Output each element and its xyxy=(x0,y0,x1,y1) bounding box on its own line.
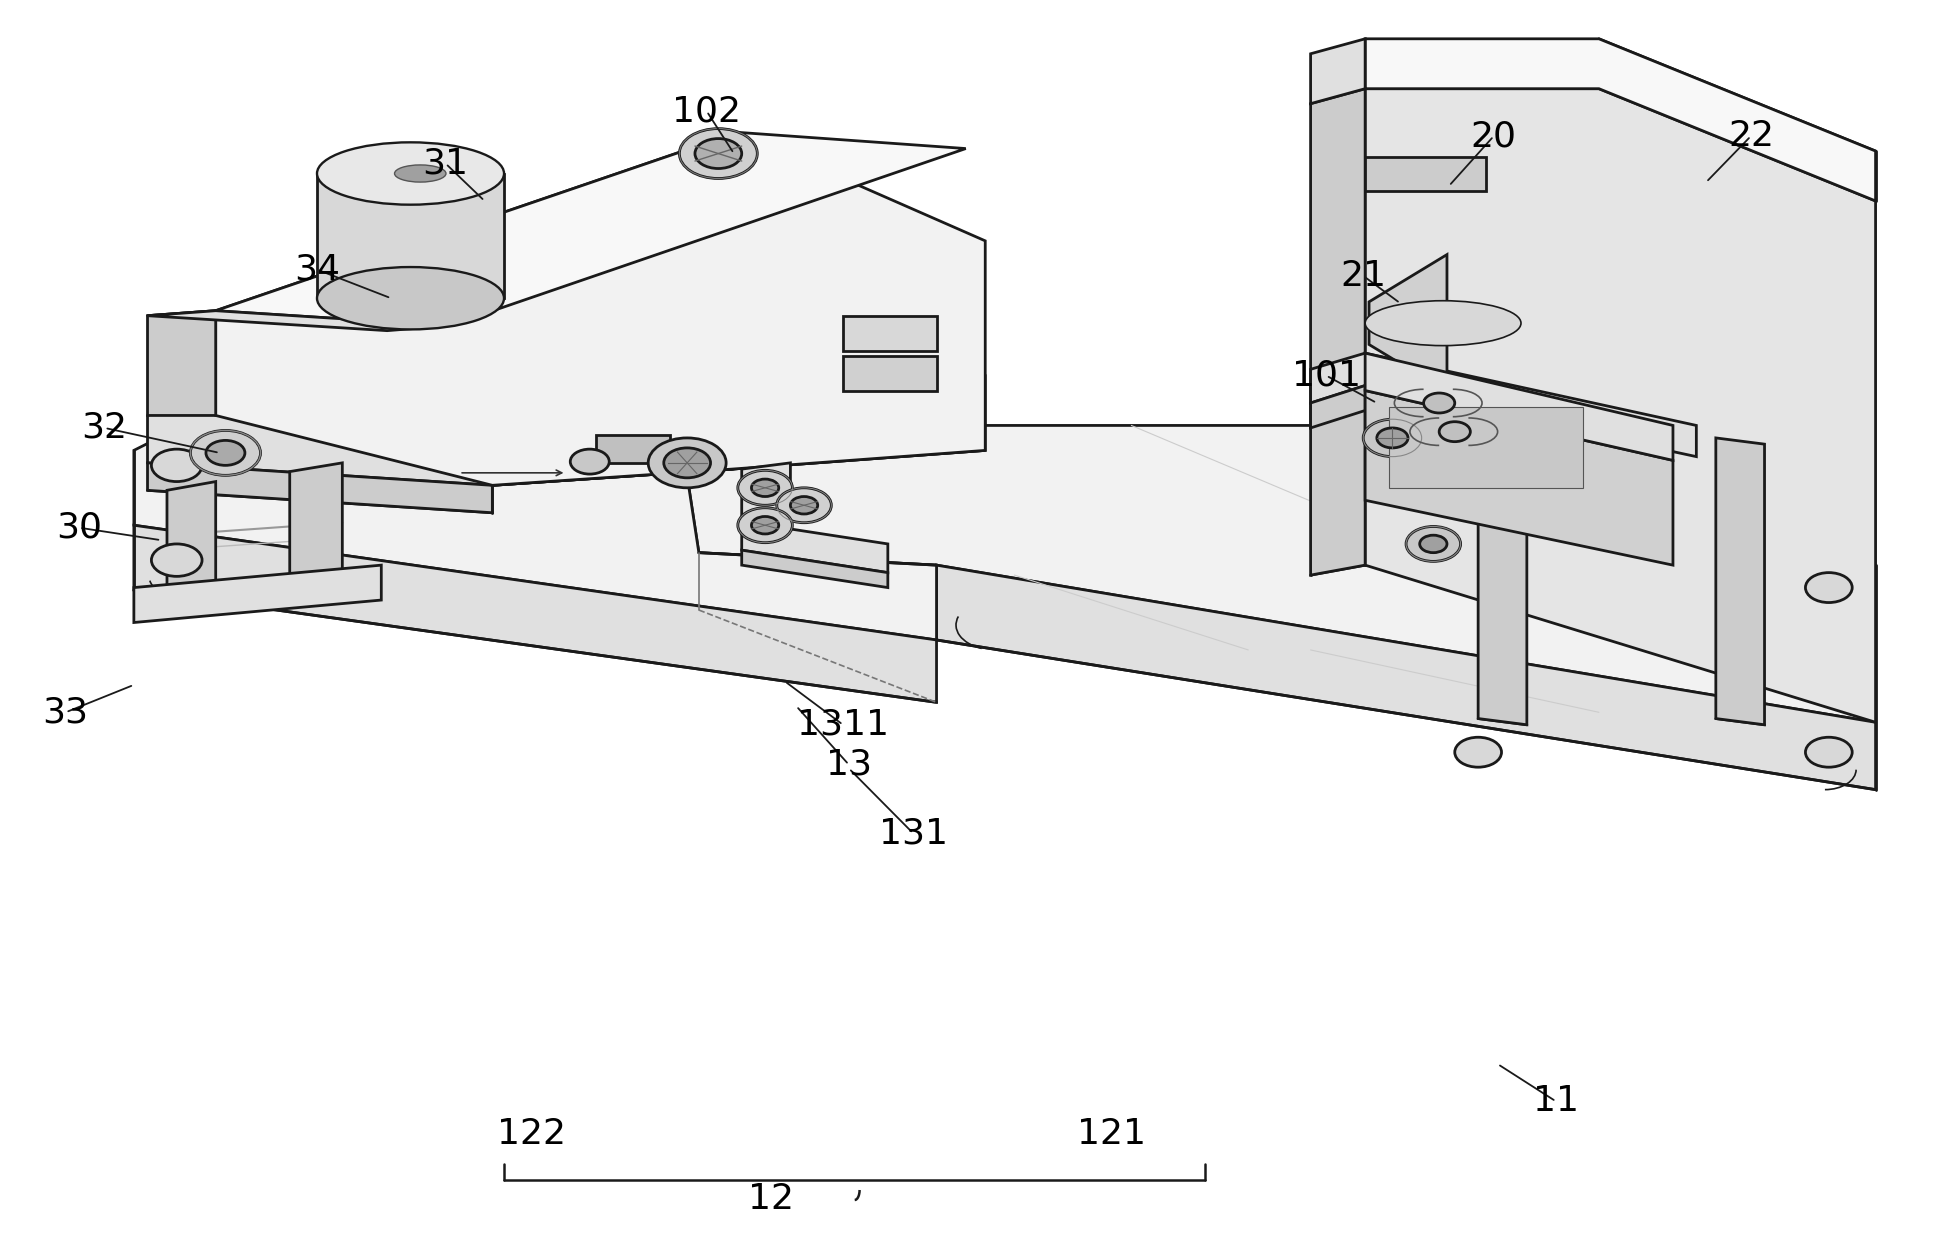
Polygon shape xyxy=(1311,352,1695,456)
Polygon shape xyxy=(741,462,790,521)
Polygon shape xyxy=(741,550,888,588)
Text: 101: 101 xyxy=(1292,359,1360,392)
Circle shape xyxy=(776,488,831,522)
Text: 34: 34 xyxy=(295,253,339,286)
Polygon shape xyxy=(492,329,985,469)
Polygon shape xyxy=(148,311,217,415)
Polygon shape xyxy=(1311,39,1366,104)
Polygon shape xyxy=(168,481,217,600)
Ellipse shape xyxy=(394,165,447,182)
Polygon shape xyxy=(1366,352,1672,460)
Polygon shape xyxy=(1311,385,1366,428)
Circle shape xyxy=(695,139,741,169)
Polygon shape xyxy=(1366,89,1875,722)
Circle shape xyxy=(1424,392,1455,412)
Bar xyxy=(595,435,669,462)
Text: 121: 121 xyxy=(1077,1116,1147,1151)
Polygon shape xyxy=(148,316,732,485)
Text: 21: 21 xyxy=(1340,259,1387,292)
Circle shape xyxy=(737,508,792,542)
Circle shape xyxy=(1420,535,1448,552)
Polygon shape xyxy=(148,462,492,512)
Polygon shape xyxy=(316,174,503,299)
Polygon shape xyxy=(1366,158,1487,191)
Text: 102: 102 xyxy=(673,94,741,129)
Text: 131: 131 xyxy=(878,816,948,850)
Circle shape xyxy=(1805,572,1851,602)
Circle shape xyxy=(679,129,757,179)
Circle shape xyxy=(207,440,246,465)
Circle shape xyxy=(751,516,778,534)
Circle shape xyxy=(648,438,726,488)
Text: 31: 31 xyxy=(423,146,468,180)
Circle shape xyxy=(1377,428,1409,448)
Text: 30: 30 xyxy=(57,511,101,545)
Text: 1311: 1311 xyxy=(798,707,890,741)
Circle shape xyxy=(1805,738,1851,768)
Circle shape xyxy=(1407,526,1461,561)
Polygon shape xyxy=(135,326,936,640)
Text: 32: 32 xyxy=(82,411,127,445)
Polygon shape xyxy=(217,132,966,326)
Circle shape xyxy=(663,448,710,478)
Circle shape xyxy=(1440,421,1471,441)
Text: 122: 122 xyxy=(498,1116,566,1151)
Circle shape xyxy=(191,430,261,475)
Polygon shape xyxy=(449,326,985,485)
Polygon shape xyxy=(936,565,1875,790)
Bar xyxy=(843,316,936,350)
Polygon shape xyxy=(291,462,341,581)
Circle shape xyxy=(152,449,203,481)
Text: 33: 33 xyxy=(43,695,88,729)
Ellipse shape xyxy=(1401,306,1518,340)
Ellipse shape xyxy=(316,142,503,205)
Polygon shape xyxy=(1479,425,1528,725)
Polygon shape xyxy=(741,521,888,572)
Ellipse shape xyxy=(316,268,503,330)
Text: 11: 11 xyxy=(1533,1085,1578,1119)
Polygon shape xyxy=(679,425,1875,722)
Ellipse shape xyxy=(1366,301,1522,345)
Circle shape xyxy=(1364,419,1422,456)
Polygon shape xyxy=(1715,438,1764,725)
Polygon shape xyxy=(1311,89,1366,575)
Bar xyxy=(1389,406,1584,488)
Polygon shape xyxy=(135,525,936,703)
Polygon shape xyxy=(135,565,380,622)
Circle shape xyxy=(737,470,792,505)
Circle shape xyxy=(570,449,609,474)
Bar xyxy=(843,355,936,390)
Circle shape xyxy=(790,496,817,514)
Polygon shape xyxy=(1366,390,1672,565)
Text: 20: 20 xyxy=(1471,119,1516,152)
Polygon shape xyxy=(1370,255,1448,391)
Text: 22: 22 xyxy=(1729,119,1773,152)
Text: 13: 13 xyxy=(825,748,872,781)
Polygon shape xyxy=(217,132,985,485)
Polygon shape xyxy=(148,311,449,331)
Circle shape xyxy=(1455,738,1502,768)
Polygon shape xyxy=(1366,39,1875,201)
Circle shape xyxy=(751,479,778,496)
Circle shape xyxy=(152,544,203,576)
Text: 12: 12 xyxy=(747,1181,794,1216)
